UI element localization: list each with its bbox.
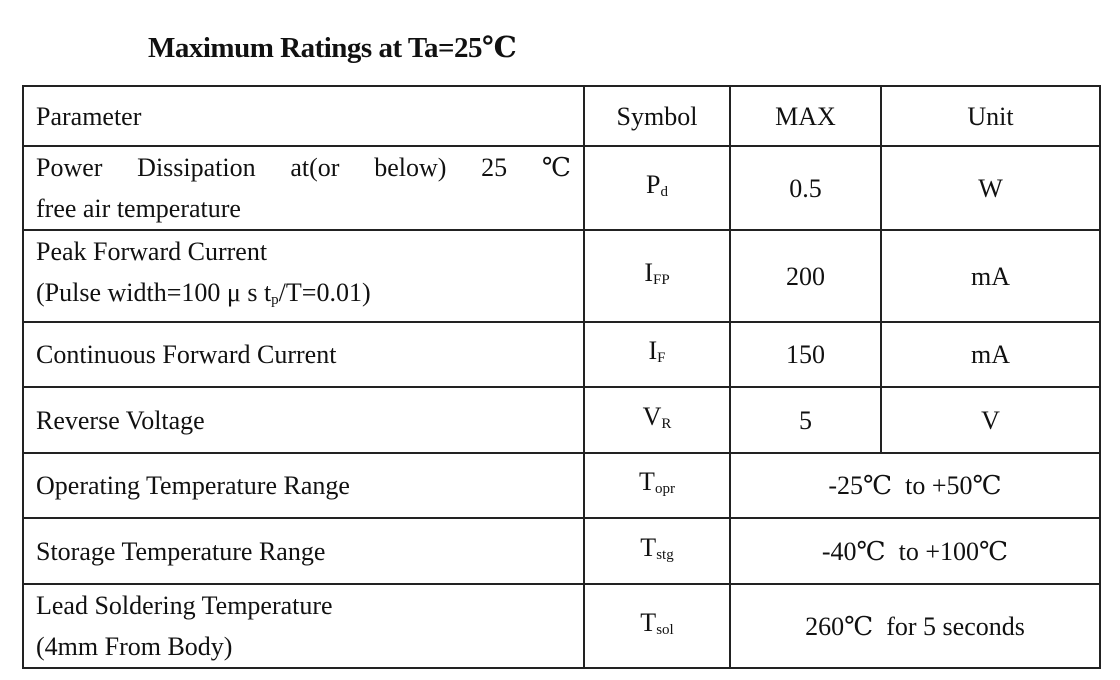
symbol-cell: VR xyxy=(583,386,731,454)
table-row: Reverse Voltage VR 5 V xyxy=(22,386,1101,454)
table-row: Operating Temperature Range Topr -25℃ to +… xyxy=(22,452,1101,519)
symbol-subscript: R xyxy=(661,415,672,432)
parameter-cell: Reverse Voltage xyxy=(22,386,585,454)
header-cell: Symbol xyxy=(583,85,731,147)
table-row: Storage Temperature Range Tstg -40℃ to +10… xyxy=(22,517,1101,585)
header-row: Parameter Symbol MAX Unit xyxy=(22,85,1101,147)
parameter-line: Reverse Voltage xyxy=(36,405,205,435)
symbol-subscript: sol xyxy=(656,621,674,638)
parameter-line: Storage Temperature Range xyxy=(36,536,326,566)
subscript: p xyxy=(271,292,279,308)
parameter-cell: Peak Forward Current (Pulse width=100 μ s… xyxy=(22,229,585,323)
table-row: Continuous Forward Current IF 150 mA xyxy=(22,321,1101,388)
unit-cell: mA xyxy=(880,321,1101,388)
parameter-line: Peak Forward Current xyxy=(36,237,268,266)
title: Maximum Ratings at Ta=25℃ xyxy=(148,32,517,64)
parameter-line: Power Dissipation at(or below) 25 ℃ xyxy=(36,153,571,182)
symbol-subscript: FP xyxy=(652,271,670,288)
unit-cell: V xyxy=(880,386,1101,454)
table-row: Power Dissipation at(or below) 25 ℃ free … xyxy=(22,145,1101,231)
symbol: V xyxy=(642,401,662,431)
parameter-line: Lead Soldering Temperature xyxy=(36,591,333,620)
symbol-subscript: stg xyxy=(656,546,674,563)
symbol: I xyxy=(644,257,653,287)
max-cell: 5 xyxy=(729,386,882,454)
parameter-cell: Storage Temperature Range xyxy=(22,517,585,585)
symbol: T xyxy=(640,532,657,562)
header-cell: MAX xyxy=(729,85,882,147)
symbol-cell: Pd xyxy=(583,145,731,231)
symbol-cell: Topr xyxy=(583,452,731,519)
symbol-subscript: d xyxy=(660,183,668,200)
parameter-line: Operating Temperature Range xyxy=(36,471,350,500)
header-cell: Parameter xyxy=(22,85,585,147)
parameter-line: (Pulse width=100 μ s tp/T=0.01) xyxy=(36,272,571,321)
range-cell: -25℃ to +50℃ xyxy=(729,452,1101,519)
ratings-table: Parameter Symbol MAX Unit Power Dissipation … xyxy=(22,85,1101,669)
text: (Pulse width=100 μ s t xyxy=(36,278,272,307)
range-cell: -40℃ to +100℃ xyxy=(729,517,1101,585)
parameter-cell: Power Dissipation at(or below) 25 ℃ free … xyxy=(22,145,585,231)
table-row: Lead Soldering Temperature (4mm From Body… xyxy=(22,583,1101,669)
symbol: P xyxy=(646,169,661,199)
symbol-cell: Tstg xyxy=(583,517,731,585)
symbol-cell: IFP xyxy=(583,229,731,323)
parameter-cell: Operating Temperature Range xyxy=(22,452,585,519)
parameter-line: (4mm From Body) xyxy=(36,632,233,661)
parameter-cell: Continuous Forward Current xyxy=(22,321,585,388)
range-cell: 260℃ for 5 seconds xyxy=(729,583,1101,669)
symbol-cell: IF xyxy=(583,321,731,388)
symbol: I xyxy=(648,336,658,365)
table-row: Peak Forward Current (Pulse width=100 μ s… xyxy=(22,229,1101,323)
unit-cell: mA xyxy=(880,229,1101,323)
max-cell: 0.5 xyxy=(729,145,882,231)
parameter-cell: Lead Soldering Temperature (4mm From Body… xyxy=(22,583,585,669)
parameter-line: free air temperature xyxy=(36,194,241,223)
unit-cell: W xyxy=(880,145,1101,231)
parameter-line: Continuous Forward Current xyxy=(36,340,337,369)
symbol-cell: Tsol xyxy=(583,583,731,669)
symbol: T xyxy=(640,607,657,637)
text: /T=0.01) xyxy=(278,278,371,307)
symbol-subscript: F xyxy=(657,350,666,366)
max-cell: 150 xyxy=(729,321,882,388)
symbol: T xyxy=(639,467,655,496)
symbol-subscript: opr xyxy=(654,481,675,497)
header-cell: Unit xyxy=(880,85,1101,147)
max-cell: 200 xyxy=(729,229,882,323)
